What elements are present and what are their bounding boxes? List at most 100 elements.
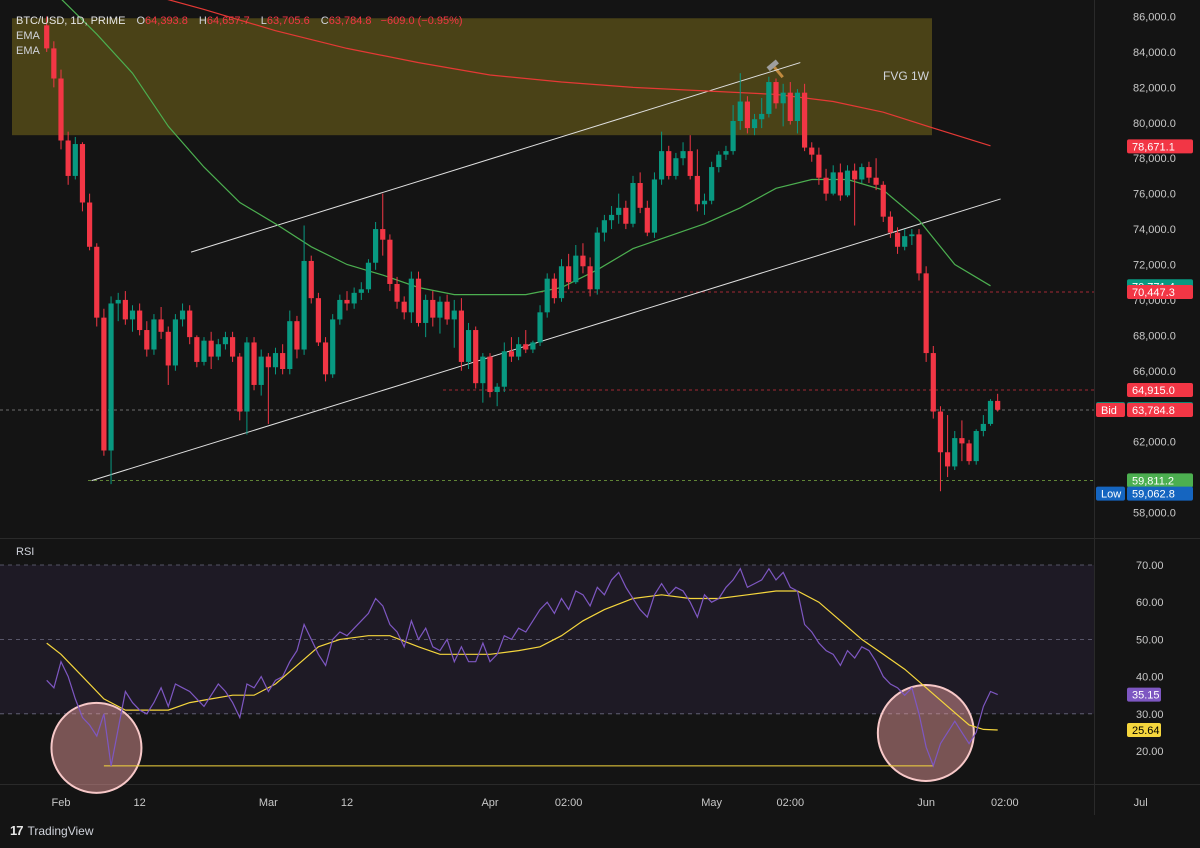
candle-body	[530, 342, 536, 350]
candle-body	[458, 310, 464, 362]
rsi-value-tag	[1127, 723, 1161, 738]
time-tick-label: Feb	[52, 797, 71, 809]
candle-body	[716, 154, 722, 168]
candle-body	[916, 234, 922, 274]
indicator-ema-2[interactable]: EMA	[16, 45, 40, 57]
price-tick-label: 78,000.0	[1133, 153, 1176, 165]
candle-body	[723, 151, 729, 155]
price-axis-tag	[1127, 382, 1193, 397]
time-tick-label: 02:00	[555, 797, 583, 809]
candle-body	[394, 283, 400, 302]
candle-body	[437, 301, 443, 318]
candle-body	[129, 310, 136, 320]
price-tick-label: 72,000.0	[1133, 259, 1176, 271]
candle-body	[909, 234, 915, 237]
candle-body	[172, 319, 178, 366]
channel-lower-line	[91, 198, 1001, 482]
candle-body	[694, 175, 700, 205]
candle-body	[902, 236, 908, 247]
candle-body	[87, 202, 93, 247]
low-value: 63,705.6	[266, 15, 310, 27]
price-tag-prefix: Bid	[1101, 405, 1117, 417]
candle-body	[787, 92, 793, 122]
rsi-tick-label: 20.00	[1136, 746, 1164, 758]
rsi-pane-label[interactable]: RSI	[16, 546, 35, 558]
candle-body	[709, 167, 715, 201]
candle-body	[537, 312, 543, 343]
chart-legend: BTC/USD, 1D, PRIME O64,393.8 H64,657.7 L…	[16, 14, 463, 59]
candle-body	[365, 262, 372, 290]
price-tick-label: 80,000.0	[1133, 118, 1176, 130]
candle-body	[108, 303, 114, 451]
candle-body	[187, 310, 193, 338]
close-label: C	[320, 15, 329, 27]
candle-body	[880, 184, 886, 217]
candle-body	[294, 321, 300, 350]
price-axis-tag-value: 70,447.3	[1132, 287, 1175, 299]
channel-upper-line	[190, 62, 801, 253]
candle-body	[837, 172, 843, 196]
symbol-title: BTC/USD, 1D, PRIME	[16, 15, 126, 27]
candle-body	[430, 299, 436, 318]
candle-body	[594, 232, 600, 290]
candle-body	[272, 353, 279, 368]
candle-body	[995, 400, 1001, 410]
candle-body	[487, 356, 493, 393]
candle-body	[401, 301, 407, 313]
candle-body	[766, 82, 772, 114]
time-tick-label: Apr	[481, 797, 498, 809]
candle-body	[687, 151, 693, 176]
candle-body	[79, 144, 86, 203]
price-tick-label: 76,000.0	[1133, 189, 1176, 201]
price-tag-prefix-box	[1096, 403, 1125, 418]
candle-body	[894, 232, 901, 247]
candle-body	[923, 273, 929, 354]
candle-body	[887, 216, 893, 233]
candle-body	[945, 452, 951, 467]
indicator-ema-1[interactable]: EMA	[16, 30, 40, 42]
hammer-head	[766, 59, 779, 72]
tradingview-brand-text: TradingView	[27, 823, 94, 838]
candle-body	[94, 246, 100, 318]
tradingview-logo-icon: 17	[10, 823, 24, 838]
candle-body	[51, 48, 57, 79]
price-tick-label: 68,000.0	[1133, 330, 1176, 342]
price-tick-label: 74,000.0	[1133, 224, 1176, 236]
candle-body	[344, 299, 350, 304]
price-tick-label: 82,000.0	[1133, 82, 1176, 94]
hammer-handle	[772, 65, 784, 79]
rsi-highlight-circle	[50, 701, 143, 794]
candle-body	[930, 353, 936, 412]
candle-body	[701, 200, 708, 205]
high-value: 64,657.7	[206, 15, 250, 27]
open-label: O	[136, 15, 146, 27]
candle-body	[137, 310, 143, 331]
rsi-value-tag-text: 25.64	[1132, 725, 1160, 737]
time-tick-label: Jul	[1134, 797, 1148, 809]
time-tick-label: 02:00	[991, 797, 1019, 809]
price-axis-tag-value: 64,915.0	[1132, 385, 1175, 397]
candle-body	[773, 82, 779, 104]
candle-body	[179, 310, 186, 320]
rsi-tick-label: 70.00	[1136, 560, 1164, 572]
candle-body	[315, 298, 321, 343]
candle-body	[165, 331, 171, 366]
rsi-line	[46, 567, 998, 768]
price-axis-tag	[1127, 403, 1193, 418]
price-axis-tag	[1127, 139, 1193, 154]
candle-body	[759, 113, 765, 120]
time-tick-label: 12	[341, 797, 353, 809]
tradingview-branding[interactable]: 17 TradingView	[10, 823, 94, 838]
candle-body	[937, 411, 944, 453]
candle-body	[823, 177, 829, 194]
candle-body	[465, 330, 472, 362]
price-tick-label: 62,000.0	[1133, 437, 1176, 449]
candle-body	[237, 356, 243, 412]
candle-body	[280, 353, 286, 370]
candle-body	[651, 179, 658, 233]
candle-body	[852, 170, 858, 180]
rsi-tick-label: 60.00	[1136, 597, 1164, 609]
candle-body	[122, 299, 128, 320]
